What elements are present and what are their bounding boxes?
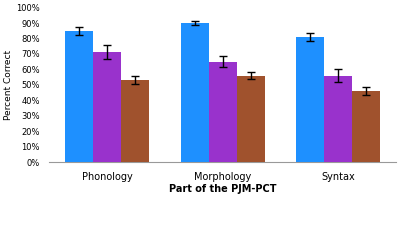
Bar <box>93 52 121 162</box>
Bar <box>208 62 237 162</box>
Bar <box>65 31 93 162</box>
X-axis label: Part of the PJM-PCT: Part of the PJM-PCT <box>169 184 276 194</box>
Bar <box>352 91 380 162</box>
Bar <box>180 23 208 162</box>
Bar <box>296 37 324 162</box>
Bar <box>237 76 265 162</box>
Bar <box>121 80 150 162</box>
Y-axis label: Percent Correct: Percent Correct <box>4 50 13 120</box>
Bar <box>324 76 352 162</box>
